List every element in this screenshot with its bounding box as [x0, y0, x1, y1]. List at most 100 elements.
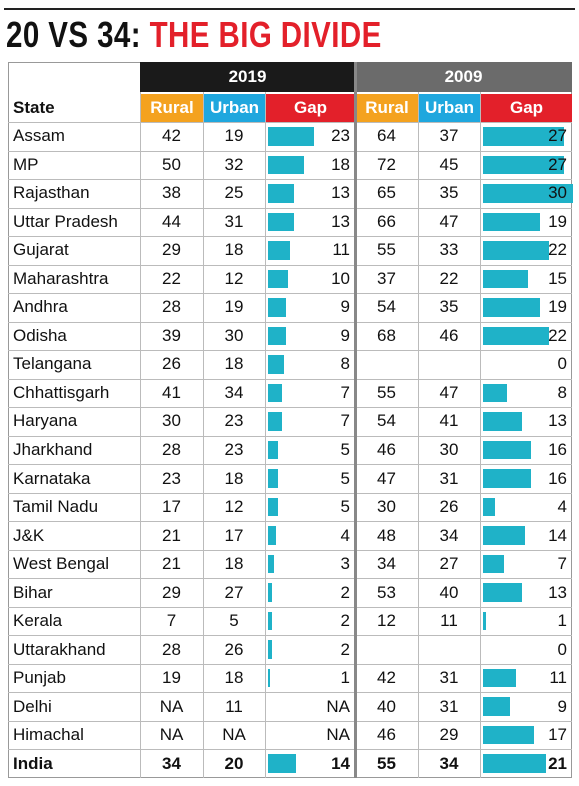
value: 7: [166, 611, 177, 631]
cell: Punjab: [8, 664, 140, 693]
value: 65: [377, 183, 396, 203]
cell: 40: [418, 578, 480, 607]
column-line: [480, 92, 481, 778]
state-name: J&K: [13, 525, 45, 545]
column-header: Urban: [204, 94, 265, 122]
cell: 64: [355, 122, 418, 151]
cell: 55: [355, 749, 418, 778]
value: 64: [377, 126, 396, 146]
state-name: MP: [13, 154, 39, 174]
cell: 27: [418, 550, 480, 579]
cell: 26: [140, 350, 203, 379]
state-name: Assam: [13, 126, 65, 146]
group-header: 2009: [355, 62, 572, 92]
cell: 7: [480, 550, 572, 579]
row-line: [8, 293, 572, 295]
cell: 2: [265, 607, 355, 636]
gap-bar: [483, 440, 531, 460]
cell: 34: [203, 379, 265, 408]
cell: 16: [480, 464, 572, 493]
gap-bar: [483, 184, 573, 203]
gap-bar: [483, 754, 546, 773]
state-name: Gujarat: [13, 240, 69, 260]
cell: NA: [140, 692, 203, 721]
gap-bar: [483, 269, 528, 289]
cell: 29: [140, 578, 203, 607]
cell: 13: [480, 578, 572, 607]
value: 18: [224, 668, 244, 688]
value: 42: [162, 126, 181, 146]
cell: 48: [355, 521, 418, 550]
title: 20 VS 34: THE BIG DIVIDE: [6, 14, 382, 56]
cell: 42: [140, 122, 203, 151]
value: 11: [225, 696, 243, 716]
cell: Uttarakhand: [8, 635, 140, 664]
state-name: Uttarakhand: [13, 639, 106, 659]
cell: 5: [265, 464, 355, 493]
row-line: [8, 378, 572, 380]
value: 11: [549, 668, 567, 688]
value: 50: [162, 154, 181, 174]
cell: Rajasthan: [8, 179, 140, 208]
cell: 9: [480, 692, 572, 721]
state-name: Telangana: [13, 354, 92, 374]
cell: 53: [355, 578, 418, 607]
value: 19: [548, 297, 567, 317]
row-line: [8, 521, 572, 523]
column-header: Rural: [356, 94, 418, 122]
row-line: [8, 407, 572, 409]
value: 46: [377, 439, 396, 459]
value: 7: [340, 382, 350, 402]
value: 16: [548, 468, 567, 488]
value: 15: [548, 268, 567, 288]
state-name: Karnataka: [13, 468, 91, 488]
gap-bar: [268, 754, 296, 773]
value: 66: [377, 211, 396, 231]
value: NA: [326, 696, 350, 716]
cell: 12: [203, 493, 265, 522]
value: 12: [224, 497, 244, 517]
cell: 18: [203, 350, 265, 379]
cell: 12: [203, 265, 265, 294]
value: 42: [377, 668, 396, 688]
cell: 21: [140, 521, 203, 550]
value: 35: [439, 183, 459, 203]
cell: Himachal: [8, 721, 140, 750]
gap-bar: [483, 554, 504, 574]
value: 22: [162, 268, 181, 288]
value: 34: [377, 554, 396, 574]
column-line: [203, 92, 204, 778]
value: 34: [439, 753, 459, 773]
cell: 5: [265, 493, 355, 522]
cell: 34: [140, 749, 203, 778]
cell: 66: [355, 208, 418, 237]
gap-bar: [268, 383, 282, 403]
value: 35: [439, 297, 459, 317]
value: 30: [162, 411, 181, 431]
cell: 68: [355, 322, 418, 351]
cell: NA: [265, 692, 355, 721]
value: 14: [331, 753, 350, 773]
cell: Uttar Pradesh: [8, 208, 140, 237]
cell: 12: [355, 607, 418, 636]
value: 18: [224, 240, 244, 260]
value: 23: [224, 411, 244, 431]
value: 17: [548, 725, 567, 745]
cell: 19: [203, 122, 265, 151]
value: NA: [159, 725, 184, 745]
value: 17: [224, 525, 244, 545]
cell: NA: [265, 721, 355, 750]
value: 72: [377, 154, 396, 174]
cell: Jharkhand: [8, 436, 140, 465]
value: 27: [224, 582, 244, 602]
cell: 16: [480, 436, 572, 465]
column-line: [418, 92, 419, 778]
value: 11: [332, 240, 350, 260]
cell: 35: [418, 179, 480, 208]
title-headline: THE BIG DIVIDE: [149, 14, 382, 55]
rule: [4, 8, 575, 10]
state-name: Punjab: [13, 668, 66, 688]
cell: [418, 635, 480, 664]
value: 20: [224, 753, 244, 773]
value: 8: [557, 382, 567, 402]
